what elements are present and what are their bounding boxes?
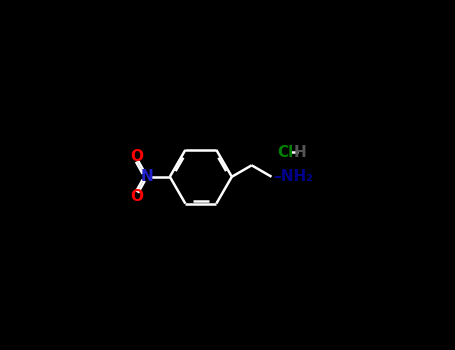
Text: O: O <box>130 189 143 204</box>
Text: H: H <box>293 145 306 160</box>
Text: N: N <box>141 169 153 184</box>
Text: O: O <box>130 149 143 164</box>
Text: Cl: Cl <box>277 145 293 160</box>
Text: –NH₂: –NH₂ <box>273 169 313 184</box>
